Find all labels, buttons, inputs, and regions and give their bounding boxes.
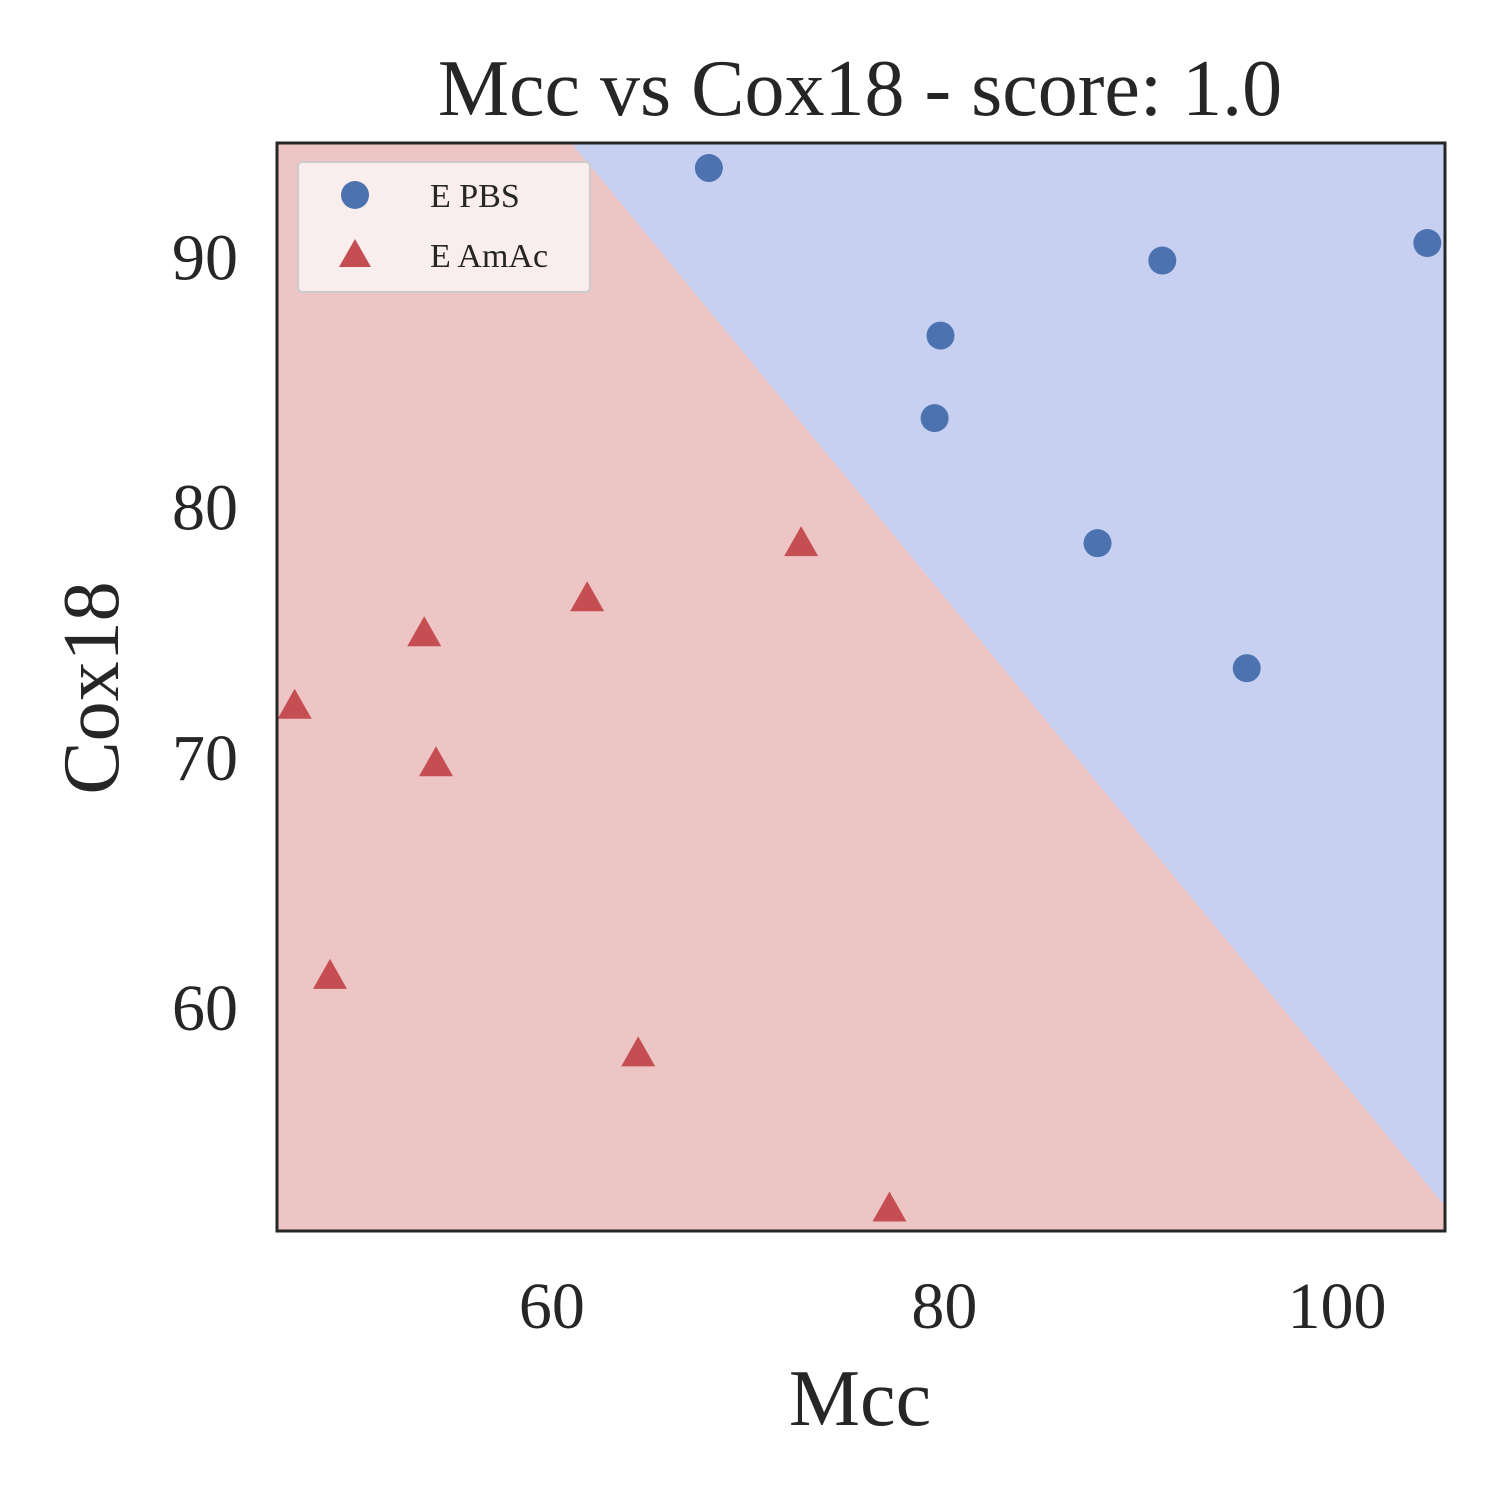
e-pbs-point-0 xyxy=(694,154,723,183)
region-e-amac xyxy=(277,143,1445,1231)
x-axis-label: Mcc xyxy=(789,1355,931,1443)
e-pbs-point-6 xyxy=(1232,654,1261,683)
legend: E PBS E AmAc xyxy=(297,161,591,293)
e-pbs-point-5 xyxy=(1083,529,1112,558)
e-amac-point-1 xyxy=(570,581,605,612)
e-pbs-point-4 xyxy=(920,404,949,433)
legend-label-e-amac: E AmAc xyxy=(430,238,548,275)
data-points xyxy=(277,154,1442,1222)
e-amac-point-4 xyxy=(419,746,454,777)
legend-label-e-pbs: E PBS xyxy=(430,178,520,215)
e-pbs-point-3 xyxy=(926,321,955,350)
region-e-pbs xyxy=(571,143,1445,1206)
legend-marker-e-pbs xyxy=(341,181,369,209)
e-pbs-point-2 xyxy=(1148,246,1177,275)
plot-frame xyxy=(275,141,1447,1233)
y-axis-ticks: 60 70 80 90 xyxy=(172,222,238,1045)
e-amac-point-3 xyxy=(277,688,312,719)
x-tick-label: 60 xyxy=(519,1270,585,1343)
y-tick-label: 70 xyxy=(172,722,238,795)
e-amac-point-0 xyxy=(784,526,819,557)
y-tick-label: 60 xyxy=(172,972,238,1045)
chart-title: Mcc vs Cox18 - score: 1.0 xyxy=(438,45,1282,133)
legend-marker-e-amac xyxy=(339,239,371,267)
y-axis-label: Cox18 xyxy=(48,581,136,794)
e-amac-point-2 xyxy=(407,616,442,647)
legend-box xyxy=(297,161,591,293)
e-amac-point-6 xyxy=(621,1036,656,1067)
y-tick-label: 80 xyxy=(172,472,238,545)
x-tick-label: 100 xyxy=(1288,1270,1387,1343)
x-tick-label: 80 xyxy=(911,1270,977,1343)
e-pbs-point-1 xyxy=(1413,229,1442,258)
y-tick-label: 90 xyxy=(172,222,238,295)
e-amac-point-5 xyxy=(313,958,348,989)
e-amac-point-7 xyxy=(872,1191,907,1222)
x-axis-ticks: 60 80 100 xyxy=(519,1270,1387,1343)
plot-area xyxy=(275,141,1447,1233)
